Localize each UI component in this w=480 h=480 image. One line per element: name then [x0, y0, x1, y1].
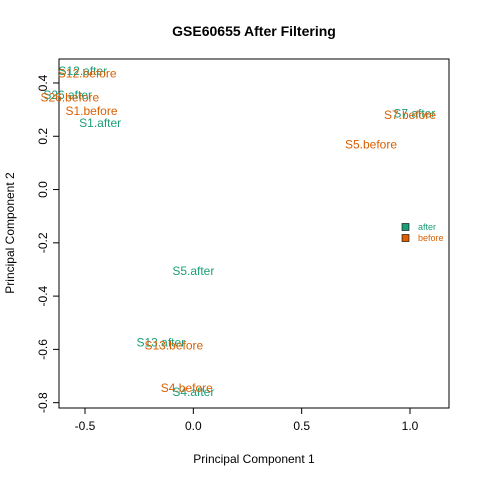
point-label-s13-before: S13.before: [144, 338, 203, 352]
x-tick-label: -0.5: [75, 419, 96, 433]
legend-label-before: before: [418, 233, 444, 243]
point-label-s4-before: S4.before: [161, 381, 213, 395]
x-tick-label: 0.5: [293, 419, 310, 433]
data-points: S12.after S26.after S1.after S7.after S5.aft…: [40, 64, 436, 399]
y-tick-label: -0.6: [36, 339, 50, 360]
point-label-s4-after: S4.after: [172, 385, 214, 399]
point-label-s5-before: S5.before: [345, 137, 397, 151]
point-label-s13-after: S13.after: [136, 336, 185, 350]
y-axis-label: Principal Component 2: [3, 172, 17, 294]
point-label-s1-after: S1.after: [79, 116, 121, 130]
x-tick-label: 0.0: [185, 419, 202, 433]
x-axis: -0.5 0.0 0.5 1.0: [75, 407, 419, 433]
point-label-s1-before: S1.before: [65, 104, 117, 118]
point-label-s5-after: S5.after: [172, 264, 214, 278]
legend-swatch-after: [401, 223, 410, 231]
legend-label-after: after: [418, 222, 436, 232]
y-tick-label: 0.0: [36, 181, 50, 198]
legend-swatch-before: [401, 234, 410, 242]
point-label-s7-before: S7.before: [384, 108, 436, 122]
y-tick-label: -0.8: [36, 392, 50, 413]
point-label-s12-before: S12.before: [58, 67, 117, 81]
y-tick-label: -0.4: [36, 285, 50, 306]
chart-title: GSE60655 After Filtering: [172, 23, 336, 39]
point-label-s26-after: S26.after: [43, 88, 92, 102]
x-axis-label: Principal Component 1: [193, 452, 315, 466]
y-tick-label: -0.2: [36, 232, 50, 253]
point-label-s26-before: S26.before: [40, 91, 99, 105]
point-label-s7-after: S7.after: [393, 107, 435, 121]
y-tick-label: 0.4: [36, 74, 50, 91]
x-tick-label: 1.0: [402, 419, 419, 433]
point-label-s12-after: S12.after: [58, 64, 107, 78]
y-axis: -0.8 -0.6 -0.4 -0.2 0.0 0.2 0.4: [36, 74, 60, 413]
y-tick-label: 0.2: [36, 128, 50, 145]
